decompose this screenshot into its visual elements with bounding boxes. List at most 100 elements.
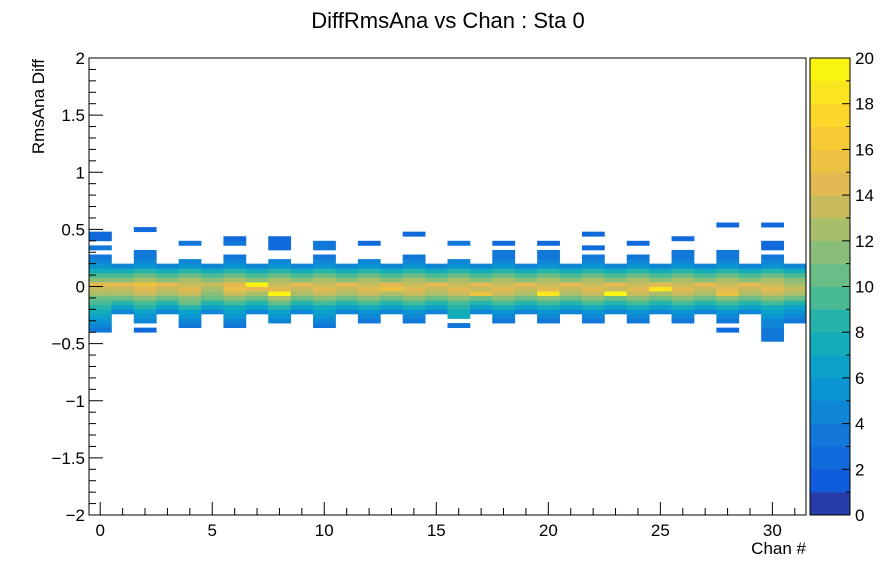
heatmap-cell xyxy=(537,286,560,292)
heatmap-cell xyxy=(357,263,381,269)
y-tick-label: −0.5 xyxy=(51,335,85,354)
heatmap-cell xyxy=(245,300,269,306)
heatmap-cell xyxy=(738,304,762,310)
heatmap-cell xyxy=(133,309,157,315)
heatmap-cell xyxy=(89,259,112,265)
x-tick-label: 20 xyxy=(539,521,558,540)
heatmap-cell xyxy=(649,268,672,274)
heatmap-cell xyxy=(492,259,516,265)
heatmap-cell xyxy=(380,304,404,310)
heatmap-cell xyxy=(133,313,157,319)
heatmap-cell xyxy=(514,263,538,269)
heatmap-cell xyxy=(783,313,807,319)
heatmap-cell xyxy=(402,272,426,278)
heatmap-cell xyxy=(178,318,202,324)
heatmap-cell xyxy=(738,272,762,278)
heatmap-cell xyxy=(133,249,157,255)
heatmap-cell xyxy=(761,295,784,301)
heatmap-cell xyxy=(380,309,404,315)
heatmap-cell xyxy=(402,304,426,310)
heatmap-cell xyxy=(693,304,717,310)
heatmap-cell xyxy=(492,304,516,310)
heatmap-cell xyxy=(738,281,762,287)
heatmap-cell xyxy=(671,272,695,278)
heatmap-cell xyxy=(469,286,493,292)
heatmap-cell xyxy=(761,281,784,287)
heatmap-cell xyxy=(380,263,404,269)
heatmap-cell xyxy=(716,277,740,283)
heatmap-cell xyxy=(581,245,605,251)
heatmap-cell xyxy=(313,245,336,251)
heatmap-cell xyxy=(357,277,381,283)
heatmap-cell xyxy=(581,304,605,310)
heatmap-cell xyxy=(447,286,471,292)
heatmap-cell xyxy=(537,268,560,274)
heatmap-cell xyxy=(447,263,471,269)
x-axis-label: Chan # xyxy=(751,539,806,558)
heatmap-cell xyxy=(313,263,336,269)
heatmap-cell xyxy=(380,268,404,274)
heatmap-cell xyxy=(313,318,336,324)
colorbar-segment xyxy=(810,469,850,493)
heatmap-cell xyxy=(313,281,336,287)
colorbar-tick-label: 20 xyxy=(855,49,874,68)
heatmap-cell xyxy=(245,272,269,278)
heatmap-cell xyxy=(268,259,292,265)
heatmap-cell xyxy=(223,286,247,292)
heatmap-cell xyxy=(626,313,650,319)
heatmap-cell xyxy=(559,295,583,301)
heatmap-cell xyxy=(716,281,740,287)
heatmap-cell xyxy=(537,300,560,306)
heatmap-cell xyxy=(514,291,538,297)
heatmap-cell xyxy=(402,300,426,306)
heatmap-cell xyxy=(223,295,247,301)
heatmap-cell xyxy=(425,277,448,283)
heatmap-cell xyxy=(626,263,650,269)
heatmap-cell xyxy=(738,268,762,274)
heatmap-cell xyxy=(313,309,336,315)
heatmap-cell xyxy=(447,272,471,278)
heatmap-cell xyxy=(783,263,807,269)
heatmap-cell xyxy=(133,291,157,297)
heatmap-cell xyxy=(738,300,762,306)
heatmap-cell xyxy=(738,277,762,283)
heatmap-cell xyxy=(89,268,112,274)
heatmap-cell xyxy=(581,286,605,292)
heatmap-cell xyxy=(111,277,135,283)
heatmap-cell xyxy=(290,291,314,297)
heatmap-cell xyxy=(581,254,605,260)
heatmap-cell xyxy=(716,222,740,228)
heatmap-cell xyxy=(89,327,112,333)
heatmap-cell xyxy=(626,286,650,292)
colorbar-tick-label: 4 xyxy=(855,415,864,434)
heatmap-cell xyxy=(671,304,695,310)
heatmap-cell xyxy=(492,263,516,269)
heatmap-cell xyxy=(111,286,135,292)
heatmap-cell xyxy=(671,277,695,283)
heatmap-cell xyxy=(245,268,269,274)
heatmap-cell xyxy=(469,263,493,269)
heatmap-cell xyxy=(223,291,247,297)
heatmap-cell xyxy=(447,291,471,297)
heatmap-cell xyxy=(716,272,740,278)
heatmap-cell xyxy=(313,291,336,297)
heatmap-cell xyxy=(313,286,336,292)
heatmap-cell xyxy=(626,309,650,315)
heatmap-cell xyxy=(626,291,650,297)
heatmap-cell xyxy=(223,304,247,310)
heatmap-cell xyxy=(492,254,516,260)
colorbar-segment xyxy=(810,263,850,287)
heatmap-cell xyxy=(313,240,336,246)
heatmap-cell xyxy=(559,272,583,278)
heatmap-cell xyxy=(581,313,605,319)
colorbar-segment xyxy=(810,492,850,516)
heatmap-cell xyxy=(178,277,202,283)
heatmap-cell xyxy=(716,263,740,269)
heatmap-cell xyxy=(716,309,740,315)
heatmap-cell xyxy=(604,300,628,306)
heatmap-cell xyxy=(380,291,404,297)
heatmap-cell xyxy=(178,268,202,274)
heatmap-cell xyxy=(492,249,516,255)
heatmap-cell xyxy=(156,300,180,306)
heatmap-cell xyxy=(268,318,292,324)
